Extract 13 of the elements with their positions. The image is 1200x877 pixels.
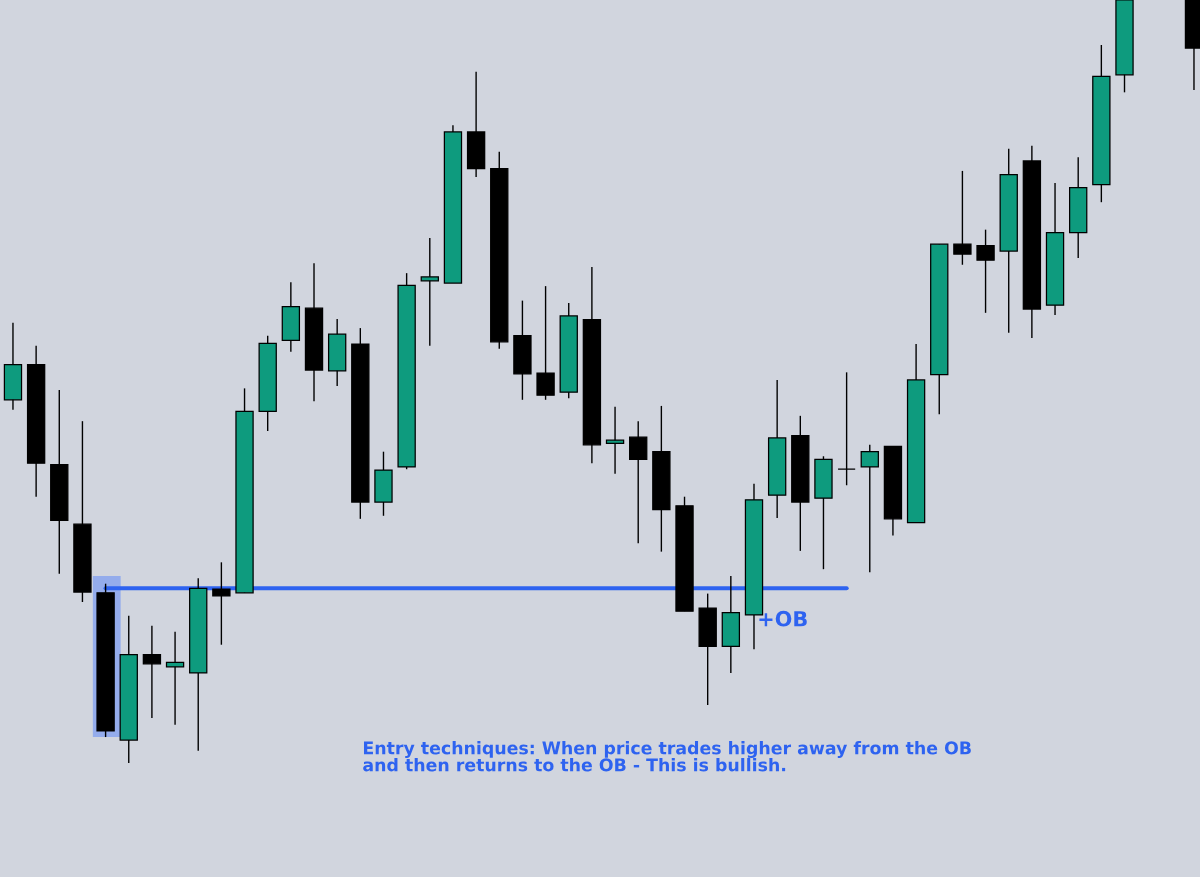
candlestick [953, 170, 972, 266]
candlestick [837, 371, 856, 486]
candlestick [860, 444, 879, 573]
annotation: Entry techniques: When price trades higher away from the OB and then returns to the OB - This is bullish. [363, 741, 971, 772]
candlestick [536, 285, 555, 401]
candlestick [142, 624, 162, 719]
candlestick [605, 405, 625, 475]
candlestick [420, 237, 439, 347]
candlestick [629, 420, 648, 544]
candlestick [212, 561, 231, 646]
candlestick [976, 228, 995, 314]
series-label: +OB [759, 610, 807, 627]
candlestick [165, 631, 185, 726]
